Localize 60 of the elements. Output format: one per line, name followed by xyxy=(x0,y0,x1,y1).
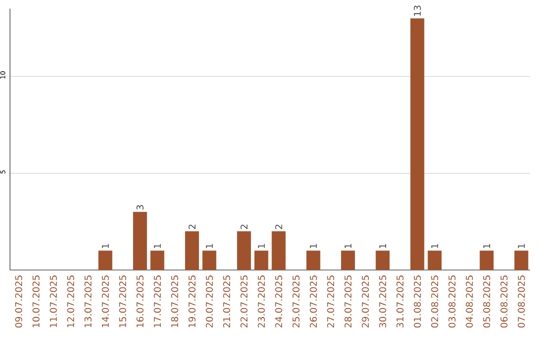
x-tick-label: 22.07.2025 xyxy=(240,276,248,328)
x-tick-label: 09.07.2025 xyxy=(15,276,22,328)
bar xyxy=(254,250,268,270)
data-label: 1 xyxy=(258,244,265,248)
data-label: 2 xyxy=(188,224,196,229)
x-tick-label: 13.07.2025 xyxy=(84,276,92,328)
x-tick-label: 01.08.2025 xyxy=(414,276,421,328)
x-tick-label: 06.08.2025 xyxy=(500,276,508,328)
bar xyxy=(272,231,286,270)
data-label: 2 xyxy=(275,224,282,229)
x-tick-label: 02.08.2025 xyxy=(431,276,438,328)
x-tick-label: 26.07.2025 xyxy=(310,276,317,328)
bar xyxy=(480,250,494,270)
x-tick-label: 25.07.2025 xyxy=(292,276,300,328)
data-label: 1 xyxy=(206,244,213,248)
x-tick-label: 27.07.2025 xyxy=(327,276,334,328)
x-tick-label: 17.07.2025 xyxy=(154,276,161,328)
x-tick-label: 24.07.2025 xyxy=(275,276,282,328)
x-tick-label: 31.07.2025 xyxy=(396,276,404,328)
bar xyxy=(341,250,355,270)
x-tick-label: 19.07.2025 xyxy=(188,276,196,328)
x-tick-label: 30.07.2025 xyxy=(379,276,386,328)
bar xyxy=(185,231,199,270)
data-label: 1 xyxy=(344,244,352,248)
x-tick-label: 05.08.2025 xyxy=(483,276,490,328)
data-label: 1 xyxy=(431,244,438,248)
x-tick-label: 11.07.2025 xyxy=(50,276,57,328)
x-tick-label: 29.07.2025 xyxy=(362,276,369,328)
data-label: 2 xyxy=(240,224,248,229)
bar xyxy=(202,250,216,270)
bar xyxy=(306,250,320,270)
bar xyxy=(514,250,528,270)
x-tick-label: 18.07.2025 xyxy=(171,276,178,328)
data-label: 1 xyxy=(483,244,490,248)
x-tick-label: 20.07.2025 xyxy=(206,276,213,328)
data-label: 1 xyxy=(310,244,317,248)
bar xyxy=(237,231,251,270)
x-tick-label: 14.07.2025 xyxy=(102,276,109,328)
x-tick-label: 21.07.2025 xyxy=(223,276,230,328)
data-label: 13 xyxy=(414,6,421,16)
x-tick-label: 15.07.2025 xyxy=(119,276,126,328)
x-tick-label: 16.07.2025 xyxy=(136,276,144,328)
x-tick-label: 03.08.2025 xyxy=(448,276,456,328)
bar xyxy=(428,250,442,270)
bar xyxy=(376,250,390,270)
bar xyxy=(98,250,112,270)
x-tick-label: 23.07.2025 xyxy=(258,276,265,328)
data-label: 1 xyxy=(518,244,525,248)
data-label: 1 xyxy=(102,244,109,248)
bar xyxy=(410,18,424,270)
x-tick-label: 28.07.2025 xyxy=(344,276,352,328)
x-tick-label: 07.08.2025 xyxy=(518,276,525,328)
bar xyxy=(133,212,147,270)
data-label: 1 xyxy=(154,244,161,248)
data-label: 3 xyxy=(136,205,144,210)
data-label: 1 xyxy=(379,244,386,248)
x-tick-label: 12.07.2025 xyxy=(67,276,74,328)
bar xyxy=(150,250,164,270)
x-tick-label: 04.08.2025 xyxy=(466,276,473,328)
x-tick-label: 10.07.2025 xyxy=(32,276,40,328)
